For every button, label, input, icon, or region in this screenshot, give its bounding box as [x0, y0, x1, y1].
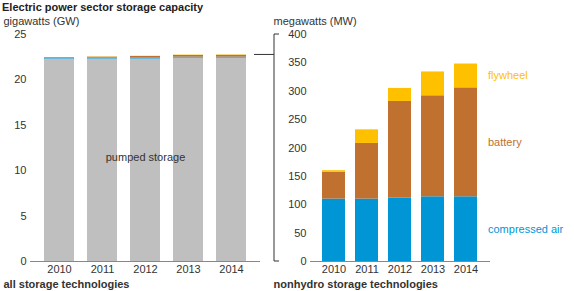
svg-text:300: 300 [288, 85, 306, 97]
svg-text:2012: 2012 [388, 263, 412, 275]
svg-text:2010: 2010 [322, 263, 346, 275]
svg-text:gigawatts (GW): gigawatts (GW) [4, 15, 80, 27]
svg-text:350: 350 [288, 56, 306, 68]
svg-text:2011: 2011 [91, 263, 115, 275]
svg-text:compressed air: compressed air [488, 223, 564, 235]
svg-text:5: 5 [20, 210, 26, 222]
svg-text:2012: 2012 [133, 263, 157, 275]
svg-text:all storage technologies: all storage technologies [4, 278, 130, 290]
svg-text:25: 25 [14, 28, 26, 40]
svg-text:2011: 2011 [355, 263, 379, 275]
svg-text:megawatts (MW): megawatts (MW) [274, 15, 357, 27]
svg-text:150: 150 [288, 170, 306, 182]
svg-text:0: 0 [20, 255, 26, 267]
svg-text:battery: battery [488, 136, 522, 148]
svg-text:2010: 2010 [47, 263, 71, 275]
svg-text:2014: 2014 [454, 263, 478, 275]
html-text:Electric power sector storage: Electric power sector storage capacity [2, 1, 204, 13]
svg-text:50: 50 [294, 227, 306, 239]
svg-text:0: 0 [300, 255, 306, 267]
svg-text:nonhydro storage technologies: nonhydro storage technologies [274, 278, 438, 290]
svg-text:100: 100 [288, 198, 306, 210]
svg-text:15: 15 [14, 119, 26, 131]
svg-text:pumped storage: pumped storage [106, 151, 186, 163]
svg-text:10: 10 [14, 164, 26, 176]
svg-text:250: 250 [288, 113, 306, 125]
svg-text:flywheel: flywheel [488, 69, 528, 81]
svg-text:200: 200 [288, 142, 306, 154]
svg-text:2014: 2014 [219, 263, 243, 275]
svg-text:2013: 2013 [176, 263, 200, 275]
svg-text:2013: 2013 [421, 263, 445, 275]
svg-text:20: 20 [14, 73, 26, 85]
svg-text:400: 400 [288, 28, 306, 40]
